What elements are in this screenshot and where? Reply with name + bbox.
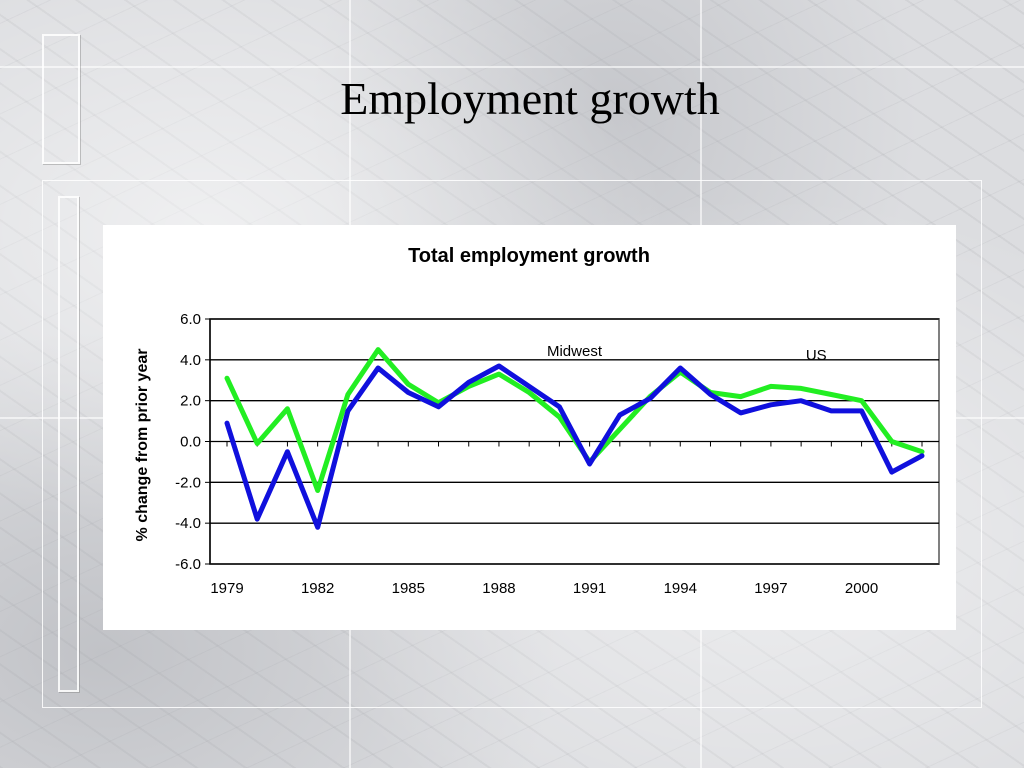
x-tick-label: 1988 (482, 580, 515, 597)
x-tick-label: 1982 (301, 580, 334, 597)
y-tick-label: 4.0 (180, 352, 201, 369)
chart-panel: Total employment growth % change from pr… (103, 225, 956, 630)
y-tick-label: 2.0 (180, 393, 201, 410)
series-line-midwest (224, 363, 925, 530)
y-tick-label: -6.0 (175, 556, 201, 573)
x-tick-label: 1997 (754, 580, 787, 597)
decorative-frame-top-left (42, 34, 80, 164)
chart-title: Total employment growth (408, 245, 650, 267)
x-tick-label: 2000 (845, 580, 878, 597)
decorative-frame-left (58, 196, 79, 692)
y-tick-label: 0.0 (180, 434, 201, 451)
y-axis-label: % change from prior year (134, 349, 151, 542)
content-frame (42, 180, 982, 708)
x-tick-label: 1979 (210, 580, 243, 597)
x-tick-label: 1994 (664, 580, 697, 597)
employment-growth-chart: Total employment growth % change from pr… (134, 245, 940, 597)
annotation-us: US (806, 347, 827, 364)
plot-area: 6.0 4.0 2.0 0.0 -2.0 -4.0 -6.0 1979 1982 1985 1988… (175, 311, 940, 597)
slide-title: Employment growth (340, 73, 720, 124)
y-tick-label: -2.0 (175, 474, 201, 491)
annotation-midwest: Midwest (547, 343, 603, 360)
x-tick-label: 1991 (573, 580, 606, 597)
y-tick-label: -4.0 (175, 515, 201, 532)
y-tick-label: 6.0 (180, 311, 201, 328)
x-tick-label: 1985 (392, 580, 425, 597)
